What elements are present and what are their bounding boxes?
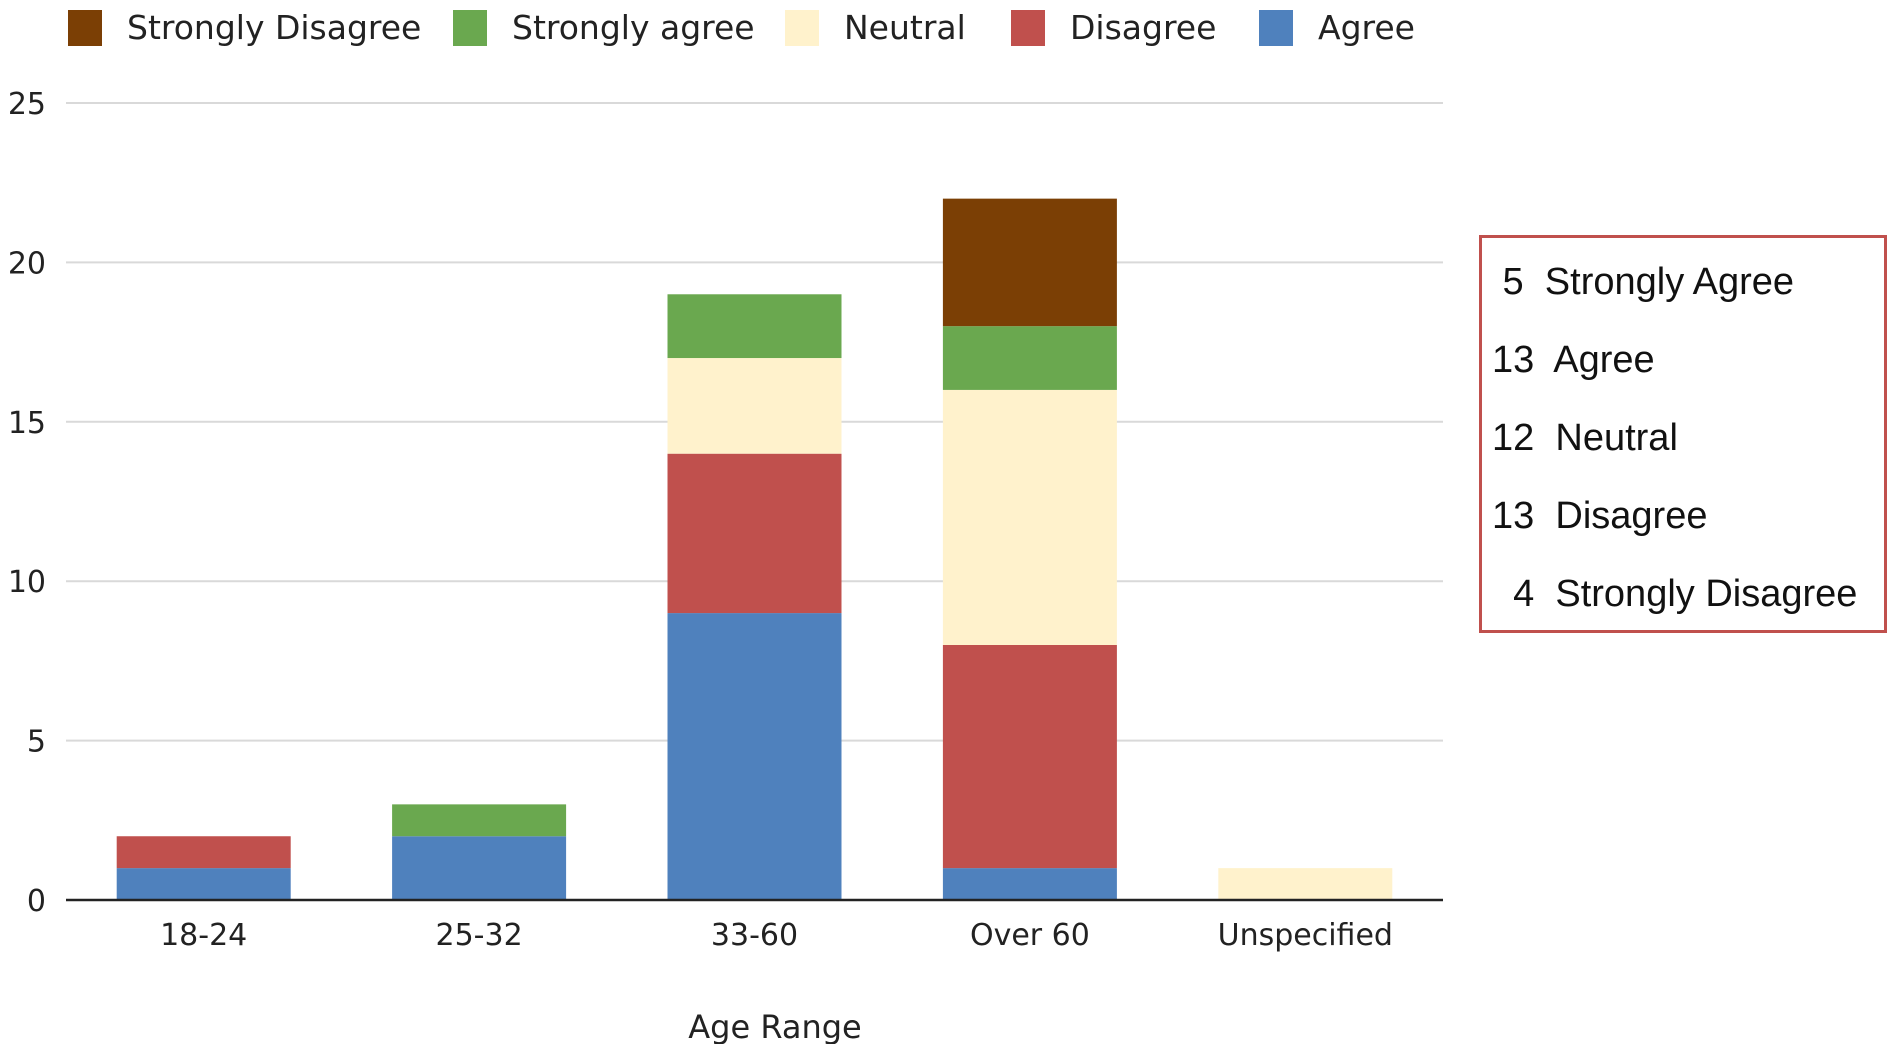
bar-segment-neutral xyxy=(1218,868,1393,900)
y-tick-label: 5 xyxy=(27,725,46,760)
bar-segment-agree xyxy=(392,836,567,900)
summary-line-neutral: 12 Neutral xyxy=(1492,417,1678,459)
y-tick-label: 20 xyxy=(8,246,46,281)
bar-segment-agree xyxy=(942,868,1117,900)
y-tick-label: 25 xyxy=(8,87,46,122)
x-tick-label: 25-32 xyxy=(436,918,523,953)
x-axis-title: Age Range xyxy=(688,1008,861,1044)
bar-segment-neutral xyxy=(942,389,1117,645)
bar-segment-disagree xyxy=(116,836,291,869)
bar-segment-strongly-agree xyxy=(942,326,1117,390)
x-tick-label: 18-24 xyxy=(160,918,247,953)
bars xyxy=(116,198,1393,900)
bar-segment-agree xyxy=(667,613,842,900)
legend-label-strongly-disagree: Strongly Disagree xyxy=(127,8,421,47)
axes: 0 5 10 15 20 25 18-24 25-32 33-60 Over 60 Unspecif… xyxy=(8,87,1443,953)
x-tick-label: Over 60 xyxy=(970,918,1090,953)
legend-swatch-strongly-disagree xyxy=(68,10,102,46)
x-tick-label: Unspecified xyxy=(1218,918,1393,953)
legend: Strongly Disagree Strongly agree Neutral Di… xyxy=(68,8,1415,47)
summary-line-agree: 13 Agree xyxy=(1492,339,1655,381)
legend-label-neutral: Neutral xyxy=(844,8,966,47)
bar-segment-neutral xyxy=(667,358,842,454)
summary-line-strongly-agree: 5 Strongly Agree xyxy=(1492,261,1795,303)
y-tick-label: 15 xyxy=(8,406,46,441)
bar-segment-strongly-agree xyxy=(392,804,567,837)
bar-segment-strongly-agree xyxy=(667,294,842,359)
legend-swatch-neutral xyxy=(785,10,819,46)
bar-segment-disagree xyxy=(667,453,842,614)
summary-line-strongly-disagree: 4 Strongly Disagree xyxy=(1492,573,1858,615)
bar-segment-strongly-disagree xyxy=(942,198,1117,327)
y-tick-label: 0 xyxy=(27,884,46,919)
bar-segment-agree xyxy=(116,868,291,900)
legend-swatch-agree xyxy=(1259,10,1293,46)
bar-segment-disagree xyxy=(942,644,1117,869)
legend-swatch-strongly-agree xyxy=(453,10,487,46)
y-tick-label: 10 xyxy=(8,565,46,600)
legend-label-disagree: Disagree xyxy=(1070,8,1216,47)
summary-line-disagree: 13 Disagree xyxy=(1492,495,1708,537)
x-tick-label: 33-60 xyxy=(711,918,798,953)
legend-label-agree: Agree xyxy=(1318,8,1415,47)
legend-label-strongly-agree: Strongly agree xyxy=(512,8,755,47)
summary-box: 5 Strongly Agree 13 Agree 12 Neutral 13 … xyxy=(1479,235,1887,633)
legend-swatch-disagree xyxy=(1011,10,1045,46)
